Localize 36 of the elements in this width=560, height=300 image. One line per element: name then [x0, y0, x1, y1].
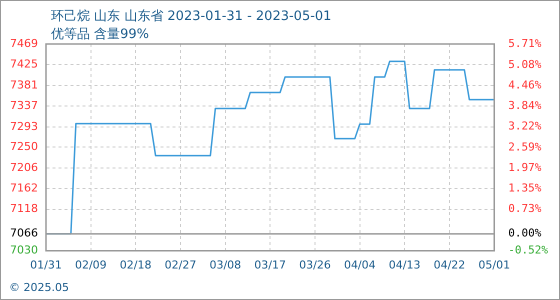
y-tick-label: 7425: [10, 58, 38, 71]
y-tick-label: 7250: [10, 140, 38, 154]
x-tick-label: 03/08: [209, 258, 242, 272]
y-tick-label: 7162: [10, 181, 38, 194]
y2-tick-label: 5.71%: [508, 36, 542, 50]
y2-tick-label: 0.73%: [508, 202, 542, 216]
y-tick-label: 7030: [10, 244, 38, 257]
y-tick-label: 7381: [10, 78, 38, 92]
x-tick-label: 04/04: [344, 258, 376, 272]
y2-tick-label: 3.84%: [508, 98, 542, 112]
x-tick-label: 05/01: [478, 258, 510, 272]
y-tick-label: 7337: [10, 99, 38, 112]
y-tick-label: 7206: [10, 160, 38, 174]
y2-tick-label: 1.35%: [508, 182, 542, 195]
x-tick-label: 04/22: [434, 258, 466, 272]
y2-tick-label: -0.52%: [508, 244, 548, 257]
y2-tick-label: 2.59%: [508, 140, 542, 154]
y-tick-label: 7469: [10, 36, 38, 50]
y2-tick-label: 0.00%: [508, 226, 542, 240]
x-tick-label: 04/13: [388, 258, 420, 272]
text: © 2025.05: [9, 281, 69, 294]
x-tick-label: 02/18: [120, 258, 152, 272]
y2-tick-label: 5.08%: [508, 58, 542, 71]
y2-tick-label: 3.22%: [508, 120, 542, 133]
x-tick-label: 02/09: [74, 258, 107, 272]
y2-tick-label: 1.97%: [508, 161, 542, 174]
y-tick-label: 7293: [10, 120, 38, 133]
x-tick-label: 03/17: [254, 258, 286, 272]
chart-title: 环己烷 山东 山东省 2023-01-31 - 2023-05-01: [51, 8, 332, 25]
y-tick-label: 7066: [10, 226, 38, 240]
x-tick-label: 02/27: [164, 258, 196, 272]
x-tick-label: 03/26: [299, 258, 331, 272]
chart-subtitle: 优等品 含量99%: [51, 26, 150, 43]
x-tick-label: 01/31: [30, 258, 62, 272]
y-tick-label: 7118: [10, 202, 38, 216]
y2-tick-label: 4.46%: [508, 78, 542, 92]
